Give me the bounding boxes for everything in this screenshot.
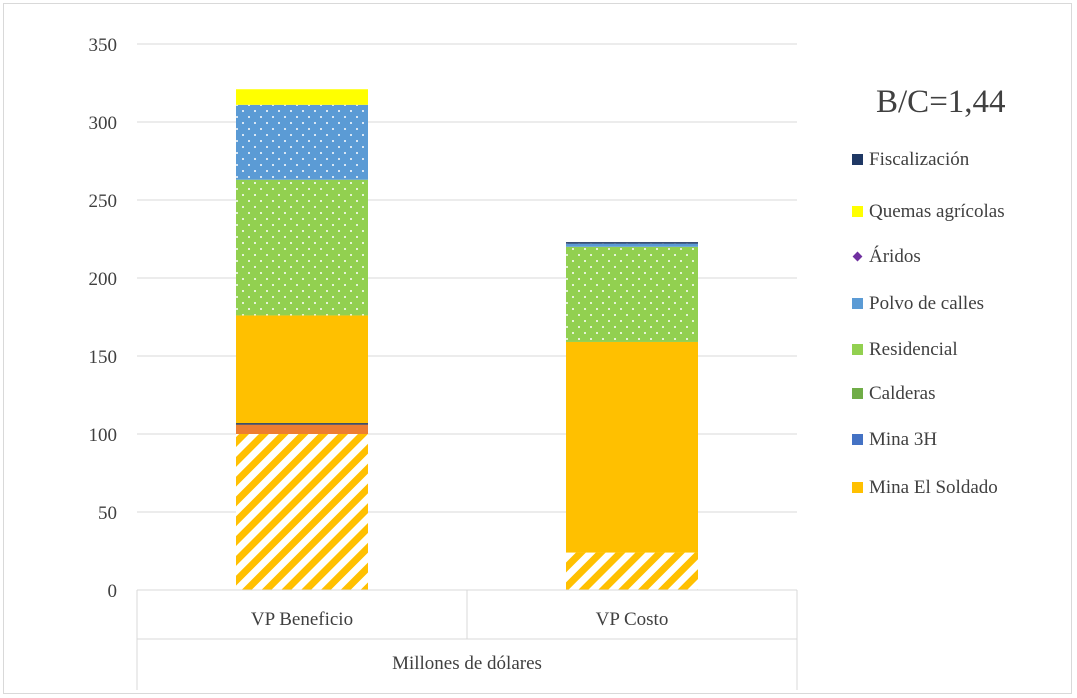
legend-swatch bbox=[852, 482, 863, 493]
legend-swatch bbox=[852, 154, 863, 165]
legend-label: Quemas agrícolas bbox=[869, 201, 1005, 222]
y-tick-label: 50 bbox=[98, 503, 117, 524]
bar-segment bbox=[566, 242, 698, 244]
legend-label: Mina 3H bbox=[869, 429, 938, 450]
bar-segment bbox=[566, 552, 698, 590]
bar-segment bbox=[236, 423, 368, 425]
bar-segment bbox=[566, 341, 698, 553]
legend-swatch bbox=[852, 298, 863, 309]
legend-label: Residencial bbox=[869, 339, 958, 360]
bar-segment bbox=[236, 104, 368, 180]
legend-swatch bbox=[852, 344, 863, 355]
chart-frame bbox=[3, 3, 1072, 694]
y-tick-label: 100 bbox=[89, 425, 118, 446]
y-tick-label: 200 bbox=[89, 269, 118, 290]
benefit-cost-ratio: B/C=1,44 bbox=[876, 84, 1006, 120]
bar-segment bbox=[236, 315, 368, 424]
y-tick-label: 0 bbox=[108, 581, 118, 602]
x-category-label: VP Costo bbox=[596, 609, 669, 630]
y-tick-label: 350 bbox=[89, 35, 118, 56]
bar-segment bbox=[236, 179, 368, 316]
x-group-label: Millones de dólares bbox=[392, 653, 542, 674]
legend-swatch bbox=[852, 206, 863, 217]
bar-segment bbox=[236, 89, 368, 105]
bar-segment bbox=[236, 434, 368, 590]
legend-label: Fiscalización bbox=[869, 149, 970, 170]
x-category-label: VP Beneficio bbox=[251, 609, 353, 630]
y-tick-label: 150 bbox=[89, 347, 118, 368]
legend-swatch bbox=[852, 434, 863, 445]
legend-label: Mina El Soldado bbox=[869, 477, 998, 498]
legend-label: Áridos bbox=[869, 246, 921, 267]
bar-segment bbox=[566, 246, 698, 342]
bar-segment bbox=[236, 424, 368, 434]
legend-label: Polvo de calles bbox=[869, 293, 985, 314]
legend-swatch bbox=[852, 388, 863, 399]
y-tick-label: 250 bbox=[89, 191, 118, 212]
y-tick-label: 300 bbox=[89, 113, 118, 134]
legend-label: Calderas bbox=[869, 383, 936, 404]
bar-segment bbox=[566, 243, 698, 247]
